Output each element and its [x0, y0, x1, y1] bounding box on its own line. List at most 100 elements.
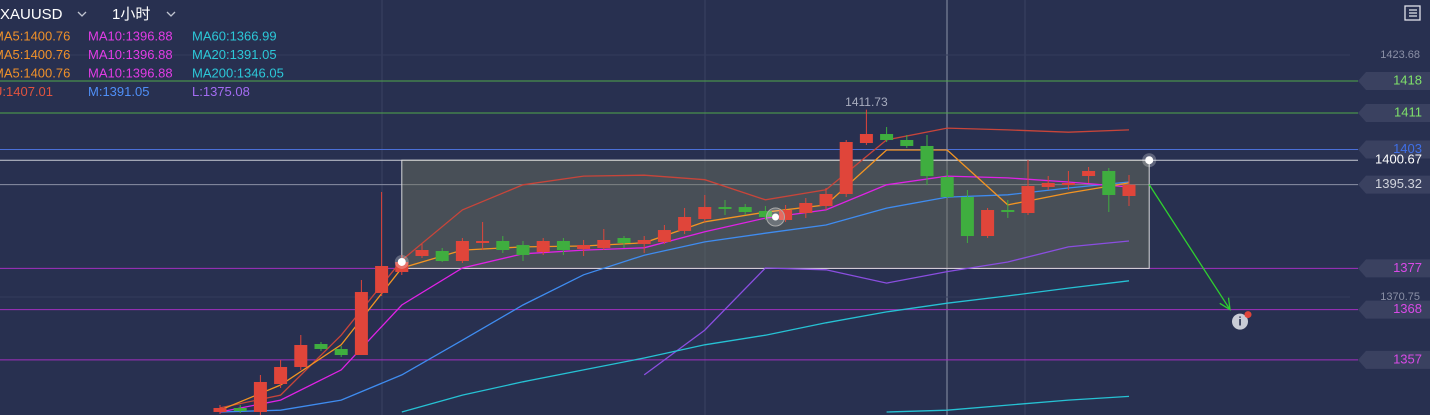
candle-body	[435, 251, 449, 262]
level-label: 1418	[1393, 72, 1422, 87]
interval-dropdown[interactable]	[166, 11, 176, 17]
candle-body	[637, 239, 651, 245]
level-tag	[1358, 259, 1430, 278]
legend-entry: MA10:1396.88	[88, 28, 173, 43]
legend-entry: MA10:1396.88	[88, 65, 173, 80]
candle-body	[274, 366, 288, 385]
candle-body	[1041, 183, 1055, 187]
candle-body	[415, 249, 429, 256]
candle-body	[1082, 170, 1096, 177]
candle-body	[880, 134, 894, 140]
candle-body	[940, 176, 954, 198]
candle-body	[738, 207, 752, 213]
candle-body	[455, 240, 469, 262]
candle-body	[758, 210, 772, 217]
candle-body	[779, 209, 793, 221]
header: XAUUSD 1小时	[0, 6, 176, 23]
candle-body	[657, 230, 671, 242]
legend-entry: MA20:1391.05	[192, 47, 277, 62]
candle-body	[395, 261, 409, 272]
marker	[772, 213, 779, 221]
candle-body	[859, 134, 873, 144]
interval[interactable]: 1小时	[112, 6, 150, 23]
candle-body	[334, 348, 348, 356]
candle-body	[920, 145, 934, 177]
indicator-line	[219, 181, 1130, 413]
level-tag	[1358, 175, 1430, 194]
level-tag	[1358, 140, 1430, 159]
plot: 1423.68 1370.75 1411.73 i 1418 1411 14031400.6…	[0, 49, 1430, 415]
candle-body	[496, 240, 510, 250]
arrow-head	[1219, 297, 1231, 311]
legend-entry: MA200:1346.05	[192, 65, 284, 80]
candle-body	[233, 408, 247, 411]
icon-frame	[1404, 5, 1421, 21]
level-label: 1377	[1393, 260, 1422, 275]
zone-handle	[1145, 156, 1154, 165]
legend-entry: MA5:1400.76	[0, 28, 70, 43]
candle-body	[476, 240, 490, 244]
legend-entry: M:1391.05	[88, 84, 149, 99]
level-tag	[1358, 300, 1430, 319]
arrow-line	[1148, 184, 1231, 310]
level-tag	[1358, 71, 1430, 90]
candle-body	[678, 216, 692, 231]
high-annotation: 1411.73	[845, 95, 888, 109]
symbol[interactable]: XAUUSD	[0, 6, 63, 23]
indicator-line	[219, 149, 1130, 411]
level-label: 1368	[1393, 301, 1422, 316]
level-label: 1400.67	[1375, 152, 1422, 167]
candle-body	[1122, 184, 1136, 197]
level-label: 1395.32	[1375, 176, 1422, 191]
settings-icon[interactable]	[1404, 5, 1421, 21]
candle-body	[900, 139, 914, 146]
candle-body	[253, 381, 267, 412]
candle-body	[556, 240, 570, 250]
indicator-line	[401, 280, 1130, 413]
level-tag	[1358, 103, 1430, 122]
level-label: 1411	[1394, 104, 1422, 119]
indicator-line	[886, 395, 1130, 413]
legend-entry: MA5:1400.76	[0, 65, 70, 80]
candle-body	[718, 207, 732, 209]
candle-body	[1021, 185, 1035, 214]
candle-body	[597, 239, 611, 248]
candle-body	[960, 197, 974, 237]
info-dot	[1244, 311, 1252, 319]
candle-body	[981, 209, 995, 237]
y-tick-label: 1370.75	[1380, 291, 1420, 303]
candle-body	[698, 207, 712, 219]
candle-body	[536, 240, 550, 253]
legend-entry: U:1407.01	[0, 84, 53, 99]
candle-body	[839, 142, 853, 194]
info-icon	[1232, 313, 1248, 330]
candle-body	[375, 265, 389, 293]
symbol-dropdown[interactable]	[77, 11, 87, 17]
candle-body	[799, 202, 813, 214]
level-label: 1357	[1393, 351, 1422, 366]
info-icon-glyph: i	[1238, 315, 1241, 329]
legend-entry: MA5:1400.76	[0, 47, 70, 62]
candle-body	[354, 292, 368, 356]
candle-body	[819, 193, 833, 207]
candle-body	[294, 345, 308, 367]
legend-entry: MA60:1366.99	[192, 28, 277, 43]
legend-entry: L:1375.08	[192, 84, 250, 99]
candle-body	[617, 238, 631, 244]
candle-body	[1061, 183, 1075, 185]
candle-body	[516, 245, 530, 255]
candle-body	[314, 343, 328, 349]
candle-body	[1102, 170, 1116, 195]
candle-body	[577, 245, 591, 249]
zone-handle	[397, 257, 406, 266]
indicator-line	[219, 127, 1130, 409]
level-tag	[1358, 350, 1430, 369]
icon-lines	[1409, 9, 1417, 17]
candle-body	[1001, 209, 1015, 213]
legend-entry: MA10:1396.88	[88, 47, 173, 62]
level-label: 1403	[1393, 141, 1422, 156]
candle-body	[213, 408, 227, 412]
y-tick-label: 1423.68	[1380, 49, 1420, 61]
